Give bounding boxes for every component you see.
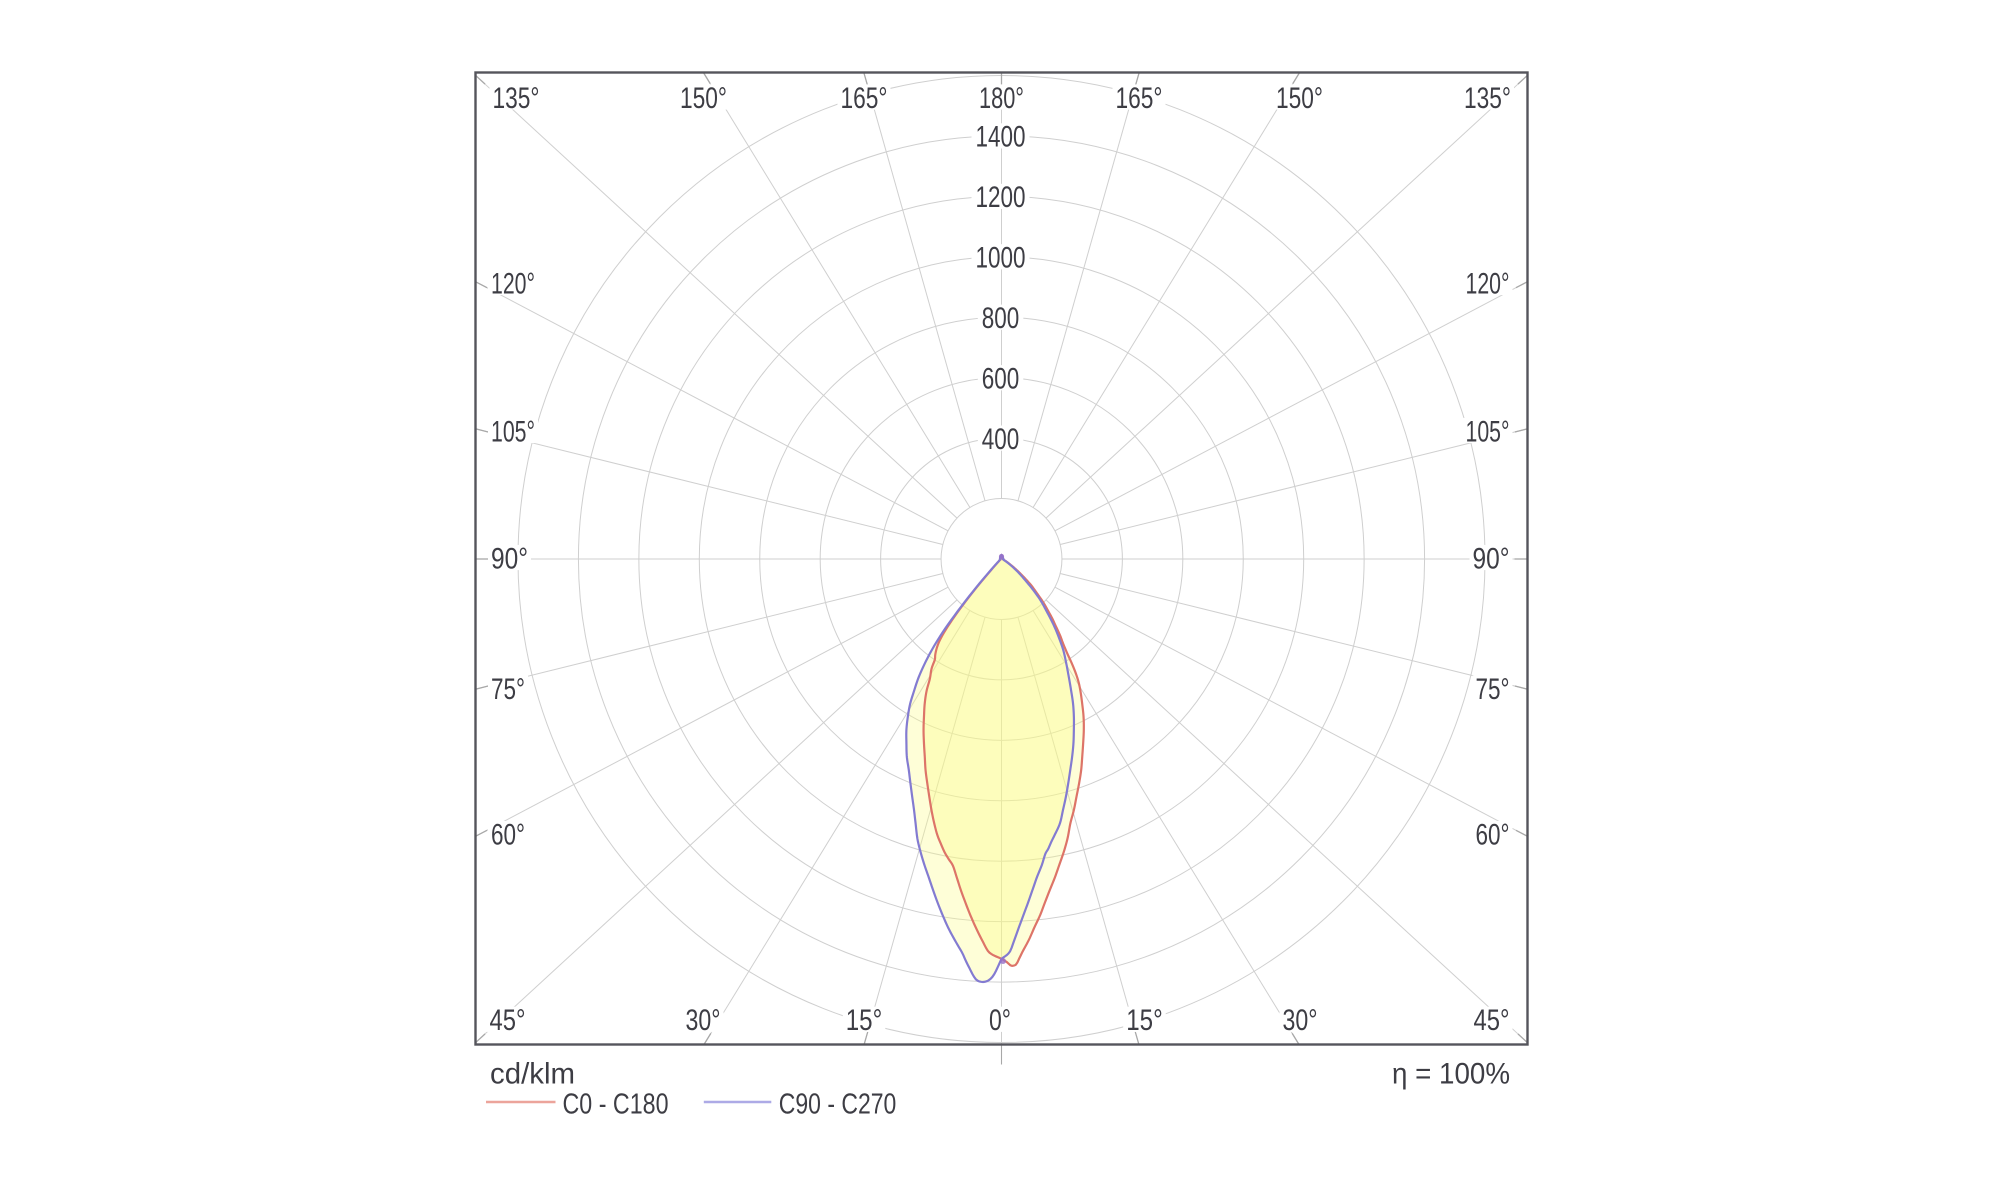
svg-text:120°: 120°	[1466, 267, 1510, 300]
svg-text:1000: 1000	[976, 242, 1026, 275]
svg-text:400: 400	[982, 423, 1020, 456]
svg-text:1200: 1200	[976, 181, 1026, 214]
svg-text:45°: 45°	[1474, 1004, 1510, 1037]
svg-text:105°: 105°	[1466, 415, 1510, 448]
svg-text:60°: 60°	[1476, 818, 1510, 851]
svg-text:800: 800	[982, 302, 1020, 335]
svg-text:135°: 135°	[493, 82, 540, 115]
svg-text:C90 - C270: C90 - C270	[779, 1089, 897, 1121]
svg-text:120°: 120°	[491, 267, 535, 300]
svg-text:165°: 165°	[841, 82, 888, 115]
svg-text:135°: 135°	[1464, 82, 1511, 115]
svg-text:15°: 15°	[1126, 1004, 1163, 1037]
svg-text:60°: 60°	[491, 818, 525, 851]
svg-text:75°: 75°	[1476, 673, 1510, 706]
svg-text:0°: 0°	[989, 1004, 1011, 1037]
svg-text:600: 600	[982, 363, 1020, 396]
svg-text:cd/klm: cd/klm	[490, 1058, 575, 1091]
svg-text:η = 100%: η = 100%	[1392, 1058, 1510, 1091]
svg-text:180°: 180°	[979, 82, 1024, 115]
svg-text:15°: 15°	[846, 1004, 883, 1037]
svg-text:C0 - C180: C0 - C180	[563, 1089, 669, 1121]
svg-text:150°: 150°	[1276, 82, 1323, 115]
svg-text:165°: 165°	[1116, 82, 1163, 115]
svg-text:30°: 30°	[686, 1004, 721, 1037]
svg-text:105°: 105°	[491, 415, 535, 448]
svg-text:45°: 45°	[490, 1004, 526, 1037]
svg-text:30°: 30°	[1283, 1004, 1318, 1037]
svg-text:90°: 90°	[1473, 542, 1510, 575]
svg-text:90°: 90°	[491, 542, 528, 575]
svg-text:75°: 75°	[491, 673, 525, 706]
svg-text:150°: 150°	[680, 82, 727, 115]
svg-text:1400: 1400	[976, 121, 1026, 154]
